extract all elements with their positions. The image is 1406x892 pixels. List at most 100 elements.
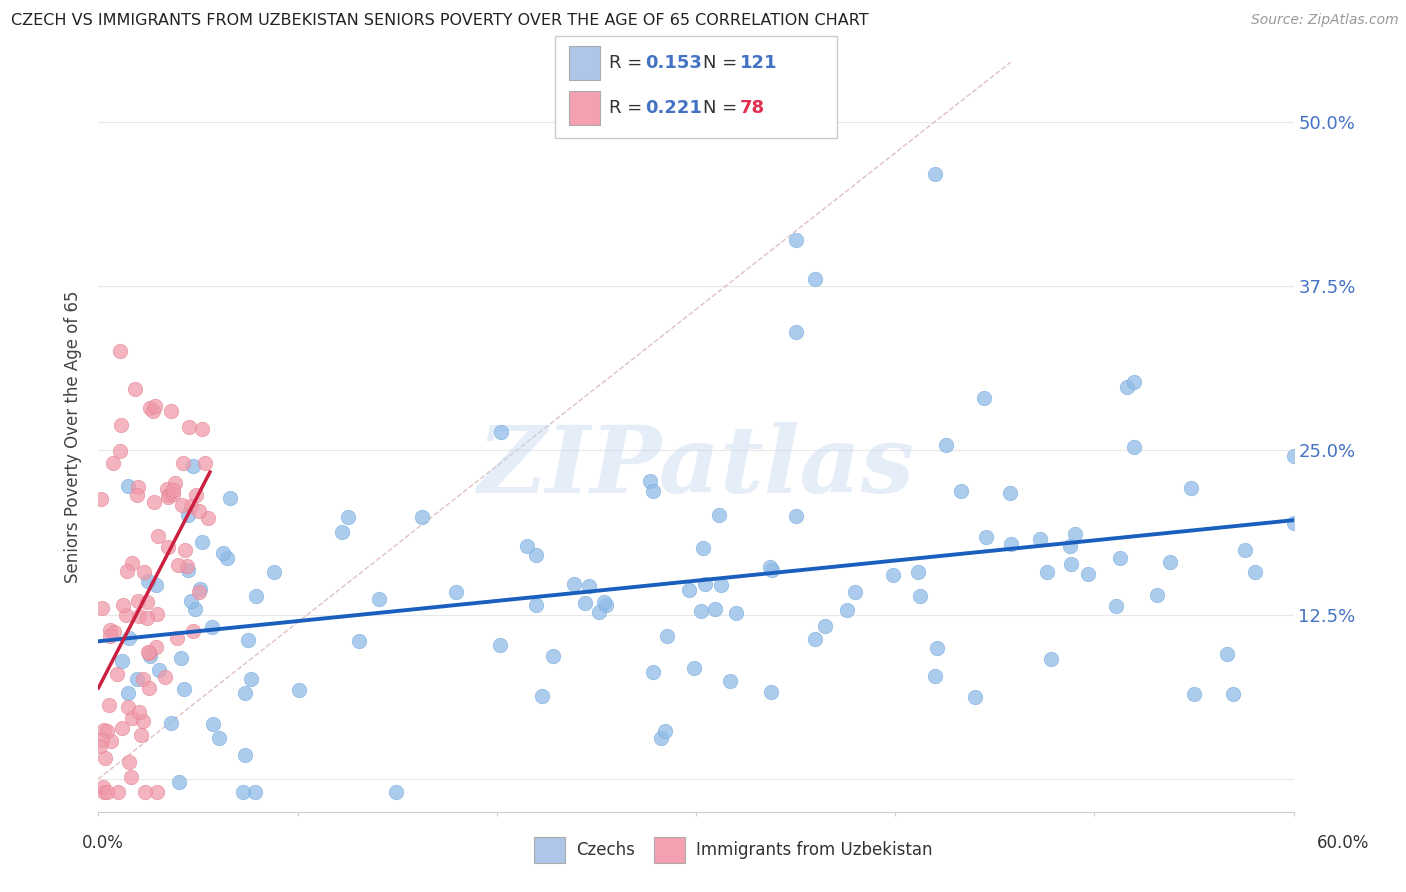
Immigrants from Uzbekistan <box>98 698 121 712</box>
Immigrants from Uzbekistan <box>110 343 132 358</box>
Czechs <box>1244 565 1267 579</box>
Czechs <box>785 325 807 339</box>
Czechs <box>1123 441 1146 455</box>
Czechs <box>125 673 148 687</box>
Immigrants from Uzbekistan <box>121 556 143 570</box>
Czechs <box>201 620 224 634</box>
Czechs <box>219 491 242 506</box>
Immigrants from Uzbekistan <box>129 728 152 742</box>
Immigrants from Uzbekistan <box>180 499 202 513</box>
Text: 78: 78 <box>740 99 765 117</box>
Immigrants from Uzbekistan <box>90 492 112 507</box>
Immigrants from Uzbekistan <box>90 732 112 747</box>
Czechs <box>177 563 200 577</box>
Immigrants from Uzbekistan <box>162 483 184 498</box>
Immigrants from Uzbekistan <box>177 420 200 434</box>
Immigrants from Uzbekistan <box>127 480 149 494</box>
Czechs <box>844 585 866 599</box>
Czechs <box>384 785 406 799</box>
Immigrants from Uzbekistan <box>121 711 143 725</box>
Czechs <box>761 563 783 577</box>
Czechs <box>330 524 353 539</box>
Immigrants from Uzbekistan <box>132 672 155 686</box>
Czechs <box>718 673 741 688</box>
Czechs <box>692 541 714 555</box>
Immigrants from Uzbekistan <box>188 504 211 518</box>
Text: N =: N = <box>703 54 742 72</box>
Czechs <box>245 590 267 604</box>
Immigrants from Uzbekistan <box>93 785 115 799</box>
Czechs <box>974 530 997 544</box>
Czechs <box>516 539 538 553</box>
Czechs <box>1039 652 1062 666</box>
Czechs <box>935 437 957 451</box>
Czechs <box>710 578 733 592</box>
Czechs <box>239 672 262 686</box>
Czechs <box>998 486 1021 500</box>
Czechs <box>1216 648 1239 662</box>
Czechs <box>524 598 547 612</box>
Immigrants from Uzbekistan <box>134 785 156 799</box>
Czechs <box>965 690 987 704</box>
Text: ZIPatlas: ZIPatlas <box>478 422 914 512</box>
Text: 121: 121 <box>740 54 778 72</box>
Immigrants from Uzbekistan <box>89 739 111 753</box>
Immigrants from Uzbekistan <box>110 418 132 433</box>
Czechs <box>1116 380 1139 394</box>
Czechs <box>640 474 662 488</box>
Text: R =: R = <box>609 99 648 117</box>
Czechs <box>232 785 254 799</box>
Czechs <box>139 648 162 663</box>
Immigrants from Uzbekistan <box>145 399 167 413</box>
Immigrants from Uzbekistan <box>103 625 125 640</box>
Czechs <box>578 579 600 593</box>
Czechs <box>208 731 231 745</box>
Immigrants from Uzbekistan <box>108 444 131 458</box>
Czechs <box>641 665 664 680</box>
Immigrants from Uzbekistan <box>146 785 169 799</box>
Text: CZECH VS IMMIGRANTS FROM UZBEKISTAN SENIORS POVERTY OVER THE AGE OF 65 CORRELATI: CZECH VS IMMIGRANTS FROM UZBEKISTAN SENI… <box>11 13 869 29</box>
Text: 0.153: 0.153 <box>645 54 702 72</box>
Immigrants from Uzbekistan <box>111 599 134 613</box>
Text: 0.0%: 0.0% <box>82 834 124 852</box>
Czechs <box>837 603 859 617</box>
Czechs <box>949 483 972 498</box>
Czechs <box>524 548 547 562</box>
Immigrants from Uzbekistan <box>105 666 128 681</box>
Czechs <box>1029 532 1052 546</box>
Immigrants from Uzbekistan <box>157 488 180 502</box>
Immigrants from Uzbekistan <box>101 456 124 470</box>
Czechs <box>347 633 370 648</box>
Czechs <box>1000 537 1022 551</box>
Immigrants from Uzbekistan <box>184 488 207 502</box>
Text: R =: R = <box>609 54 648 72</box>
Immigrants from Uzbekistan <box>117 699 139 714</box>
Immigrants from Uzbekistan <box>170 499 193 513</box>
Immigrants from Uzbekistan <box>139 401 162 415</box>
Immigrants from Uzbekistan <box>163 476 186 491</box>
Immigrants from Uzbekistan <box>98 629 121 643</box>
Czechs <box>243 785 266 799</box>
Czechs <box>368 592 391 607</box>
Czechs <box>927 640 949 655</box>
Czechs <box>191 534 214 549</box>
Czechs <box>1222 687 1244 701</box>
Czechs <box>238 633 260 648</box>
Czechs <box>564 576 586 591</box>
Czechs <box>169 774 191 789</box>
Czechs <box>804 632 827 646</box>
Immigrants from Uzbekistan <box>96 723 118 738</box>
Czechs <box>145 578 167 592</box>
Czechs <box>148 663 170 677</box>
Czechs <box>1036 566 1059 580</box>
Immigrants from Uzbekistan <box>136 595 159 609</box>
Immigrants from Uzbekistan <box>146 607 169 622</box>
Czechs <box>814 619 837 633</box>
Immigrants from Uzbekistan <box>138 681 160 695</box>
Czechs <box>924 669 946 683</box>
Czechs <box>695 576 717 591</box>
Immigrants from Uzbekistan <box>127 594 149 608</box>
Czechs <box>173 682 195 697</box>
Immigrants from Uzbekistan <box>160 404 183 418</box>
Czechs <box>117 686 139 700</box>
